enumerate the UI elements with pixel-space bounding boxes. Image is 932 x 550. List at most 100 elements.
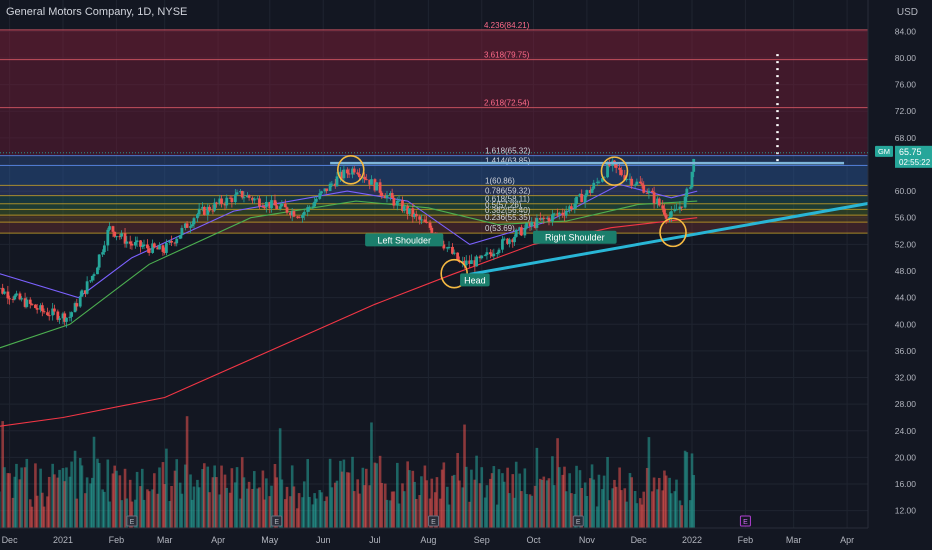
earnings-marker-label: E [431,519,436,526]
time-tick-label: Sep [474,535,490,545]
price-tick-label: 72.00 [895,106,917,116]
volume-bar [151,489,154,528]
volume-bar [333,482,337,528]
annotation-box [460,273,490,287]
volume-bar [595,506,599,528]
earnings-marker [739,515,751,527]
candle-body [178,235,182,239]
candle-body [528,223,532,227]
volume-bar [208,492,211,528]
candle-body [335,176,339,187]
volume-bar [685,452,689,528]
volume-bar [273,464,277,528]
candle-body [645,192,649,194]
volume-bar [389,500,392,528]
volume-bar [597,474,601,528]
volume-bar [435,477,439,528]
candle-body [545,217,549,219]
volume-bar [223,474,227,528]
volume-bar [203,463,206,528]
time-tick-label: Feb [109,535,125,545]
candle-body [189,226,192,228]
volume-bar [492,466,496,528]
candle-body [158,245,161,250]
candle-body [540,217,544,220]
candle-body [251,197,254,201]
volume-bar [92,436,96,528]
volume-bar [15,463,18,528]
volume-bar [545,480,549,528]
volume-bar [442,462,446,528]
candle-body [573,203,577,209]
candle-body [395,200,399,206]
volume-bar [339,460,342,528]
candle-body [170,240,173,243]
price-tick-label: 68.00 [895,133,917,143]
candle-body [35,308,39,310]
volume-bar [606,457,609,528]
volume-bar [525,493,528,528]
chart-title: General Motors Company, 1D, NYSE [6,6,188,18]
candle-body [673,209,677,212]
candle-body [152,243,156,248]
candle-body [256,198,260,200]
volume-bar [315,498,318,528]
candle-body [652,192,656,204]
candle-body [233,194,237,203]
volume-bar [478,483,482,528]
volume-bar [178,482,182,528]
candle-body [633,184,637,186]
candle-body [364,179,368,181]
candle-body [180,227,184,236]
candle-body [42,311,46,313]
candle-body [356,172,360,174]
volume-bar [290,465,294,528]
volume-bar [463,424,466,528]
candle-body [552,213,556,215]
candle-body [523,228,527,236]
candle-body [163,251,167,253]
volume-bar [61,468,65,528]
volume-bar [378,455,382,528]
volume-bar [192,486,196,528]
volume-bar [235,467,239,528]
candle-body [34,304,37,309]
volume-bar [451,475,454,528]
volume-bar [568,473,571,528]
annotation-label: Head [464,275,486,285]
volume-bar [285,486,289,528]
candle-body [492,253,496,257]
volume-bar [392,491,396,528]
candle-body [683,196,687,208]
candle-body [70,312,74,317]
volume-bar [589,478,592,528]
volume-bar [551,456,554,528]
candle-body [151,243,155,253]
candle-body [401,200,404,211]
volume-bar [680,505,683,528]
candle-body [363,176,366,180]
volume-bar [265,478,268,528]
candle-body [102,245,106,253]
volume-bar [618,467,621,528]
volume-bar [663,470,666,528]
volume-bar [380,482,384,528]
volume-bar [383,483,387,528]
price-tick-label: 56.00 [895,213,917,223]
volume-bar [68,476,72,528]
symbol-badge-label: GM [878,147,890,156]
candle-body [501,239,504,250]
candle-body [656,198,659,204]
volume-bar [418,495,422,528]
volume-bar [520,491,523,528]
fib-zone [0,59,868,108]
volume-bar [473,479,477,528]
volume-bars [0,416,696,528]
volume-bar [370,422,373,528]
candle-body [123,233,127,244]
volume-bar [461,487,465,528]
candle-body [289,212,292,216]
volume-bar [373,462,377,528]
fib-zone [0,222,868,234]
